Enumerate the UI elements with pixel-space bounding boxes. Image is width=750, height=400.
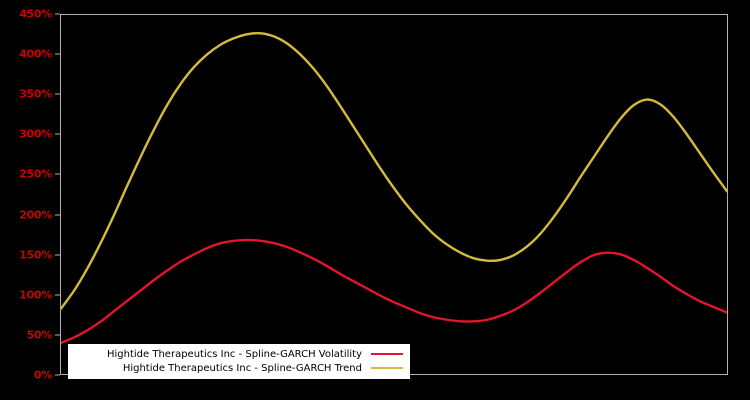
y-tick-label: 0%	[33, 368, 52, 382]
legend-label-trend: Hightide Therapeutics Inc - Spline-GARCH…	[122, 362, 362, 374]
y-tick-mark	[55, 294, 60, 296]
legend-entry-volatility: Hightide Therapeutics Inc - Spline-GARCH…	[75, 347, 403, 361]
y-tick-mark	[55, 374, 60, 376]
y-axis: 0% 50% 100% 150% 200% 250% 300% 350% 400% 450%	[0, 0, 60, 400]
series-line-volatility	[61, 238, 727, 345]
series-line-trend	[61, 31, 727, 310]
y-tick-mark	[55, 133, 60, 135]
y-tick-mark	[55, 13, 60, 15]
y-tick-label: 400%	[19, 47, 52, 61]
legend-label-volatility: Hightide Therapeutics Inc - Spline-GARCH…	[107, 348, 362, 360]
y-tick-label: 350%	[19, 87, 52, 101]
y-tick-mark	[55, 53, 60, 55]
y-tick-label: 150%	[19, 248, 52, 262]
y-tick-label: 450%	[19, 7, 52, 21]
y-tick-mark	[55, 173, 60, 175]
y-tick-label: 300%	[19, 127, 52, 141]
y-tick-mark	[55, 93, 60, 95]
y-tick-label: 200%	[19, 208, 52, 222]
y-tick-mark	[55, 334, 60, 336]
chart-legend: Hightide Therapeutics Inc - Spline-GARCH…	[68, 344, 410, 379]
y-tick-label: 250%	[19, 167, 52, 181]
y-tick-label: 100%	[19, 288, 52, 302]
y-tick-label: 50%	[26, 328, 53, 342]
legend-entry-trend: Hightide Therapeutics Inc - Spline-GARCH…	[75, 361, 403, 375]
series-canvas	[61, 31, 727, 345]
legend-swatch-volatility	[371, 353, 403, 355]
legend-swatch-trend	[371, 367, 403, 369]
y-tick-mark	[55, 214, 60, 216]
y-tick-mark	[55, 254, 60, 256]
plot-area	[60, 14, 728, 375]
